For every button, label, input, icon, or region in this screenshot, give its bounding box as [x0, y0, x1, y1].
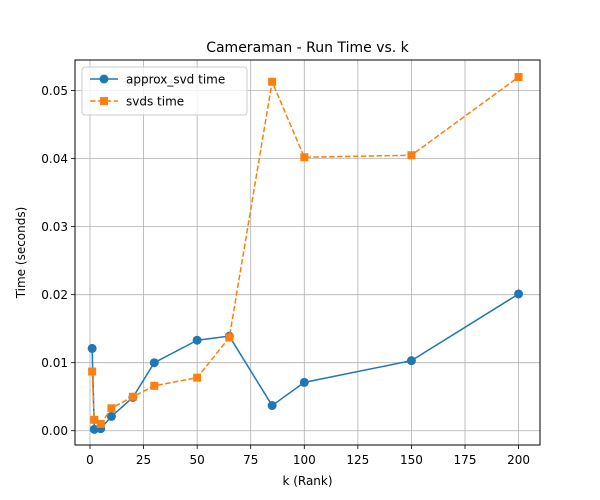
series-svds	[88, 73, 523, 428]
data-point	[407, 151, 416, 160]
data-point	[514, 289, 524, 299]
y-tick-label: 0.03	[41, 220, 68, 234]
plot-area-frame	[74, 59, 541, 446]
legend-marker-svds	[100, 97, 108, 105]
y-tick-label: 0.02	[41, 288, 68, 302]
series-layer	[87, 73, 524, 434]
data-point	[87, 343, 97, 353]
x-tick-label: 100	[293, 453, 316, 467]
series-line	[91, 76, 520, 425]
data-point	[90, 415, 99, 424]
data-point	[149, 358, 159, 368]
x-axis-label: k (Rank)	[282, 474, 332, 488]
data-point	[406, 356, 416, 366]
data-point	[106, 411, 116, 421]
data-point	[300, 153, 309, 162]
y-tick-label: 0.04	[41, 152, 68, 166]
legend-label-svds: svds time	[126, 95, 184, 109]
x-tick-label: 50	[190, 453, 205, 467]
x-tick-label: 0	[86, 453, 94, 467]
x-tick-label: 200	[507, 453, 530, 467]
legend-label-approx-svd: approx_svd time	[126, 73, 225, 87]
legend: approx_svd time svds time	[81, 66, 248, 116]
y-tick-label: 0.00	[41, 424, 68, 438]
data-point	[150, 381, 159, 390]
legend-marker-approx-svd	[99, 74, 109, 84]
x-tick-label: 125	[346, 453, 369, 467]
data-point	[299, 377, 309, 387]
axis-ticks: 0 25 50 75 100 125 150 175 200 0.00 0.01 0.02 0.03 0.…	[41, 84, 530, 467]
data-point	[107, 404, 116, 413]
data-point	[96, 419, 105, 428]
data-point	[268, 77, 277, 86]
data-point	[193, 373, 202, 382]
data-point	[128, 392, 137, 401]
data-point	[225, 333, 234, 342]
y-axis-label: Time (seconds)	[14, 207, 28, 300]
data-point	[192, 335, 202, 345]
y-tick-label: 0.01	[41, 356, 68, 370]
chart-title: Cameraman - Run Time vs. k	[206, 40, 409, 56]
data-point	[88, 367, 97, 376]
y-tick-label: 0.05	[41, 84, 68, 98]
x-tick-label: 75	[243, 453, 258, 467]
legend-box	[81, 66, 248, 116]
x-tick-label: 25	[136, 453, 151, 467]
x-tick-label: 175	[454, 453, 477, 467]
data-point	[514, 73, 523, 82]
data-point	[267, 401, 277, 411]
x-tick-label: 150	[400, 453, 423, 467]
